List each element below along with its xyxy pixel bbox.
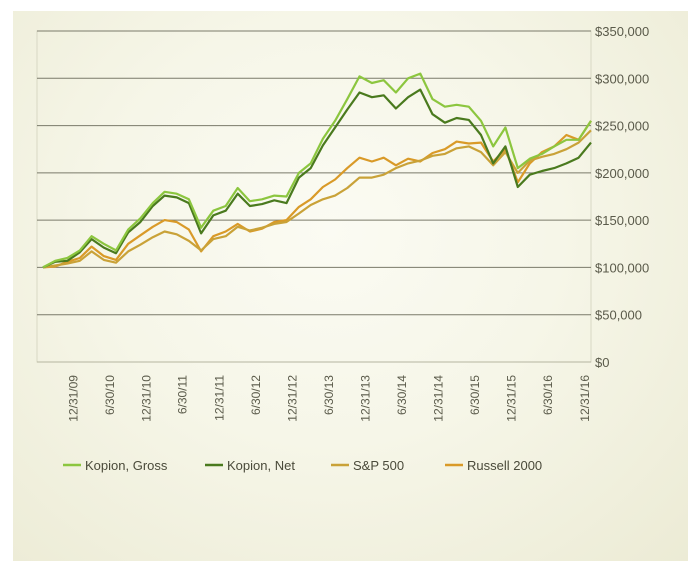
x-axis-ticks: 12/31/09 6/30/10 12/31/10 6/30/11 12/31/11 6/… <box>67 375 592 422</box>
legend-label: Russell 2000 <box>467 458 542 473</box>
chart-card: $0 $50,000 $100,000 $150,000 $200,000 $250,00… <box>13 11 688 561</box>
y-tick-label: $300,000 <box>595 71 649 86</box>
x-tick-label: 12/31/11 <box>213 375 227 421</box>
x-tick-label: 12/31/12 <box>286 375 300 422</box>
x-tick-label: 12/31/09 <box>67 375 81 422</box>
y-tick-label: $150,000 <box>595 213 649 228</box>
line-chart: $0 $50,000 $100,000 $150,000 $200,000 $250,00… <box>36 24 649 473</box>
series-line-s-p-500 <box>42 129 592 269</box>
x-tick-label: 12/31/14 <box>432 375 446 422</box>
legend-label: Kopion, Net <box>227 458 295 473</box>
x-tick-label: 12/31/13 <box>359 375 373 422</box>
y-tick-label: $200,000 <box>595 166 649 181</box>
series-line-russell-2000 <box>42 120 592 269</box>
x-tick-label: 6/30/12 <box>249 375 263 415</box>
y-tick-label: $100,000 <box>595 260 649 275</box>
gridlines <box>36 30 592 363</box>
y-tick-label: $250,000 <box>595 119 649 134</box>
x-tick-label: 6/30/10 <box>103 375 117 415</box>
y-tick-label: $0 <box>595 355 609 370</box>
y-tick-label: $350,000 <box>595 24 649 39</box>
x-tick-label: 12/31/10 <box>140 375 154 422</box>
legend: Kopion, Gross Kopion, Net S&P 500 Russell 2… <box>63 458 542 473</box>
legend-label: Kopion, Gross <box>85 458 168 473</box>
series-line-kopion-gross <box>42 72 592 269</box>
x-tick-label: 6/30/14 <box>395 375 409 415</box>
x-tick-label: 12/31/16 <box>578 375 592 422</box>
legend-label: S&P 500 <box>353 458 404 473</box>
series-line-kopion-net <box>42 88 592 269</box>
x-tick-label: 6/30/16 <box>541 375 555 415</box>
y-tick-label: $50,000 <box>595 308 642 323</box>
series-lines <box>42 72 592 269</box>
x-tick-label: 12/31/15 <box>505 375 519 422</box>
x-tick-label: 6/30/11 <box>176 375 190 414</box>
x-tick-label: 6/30/13 <box>322 375 336 415</box>
y-axis-ticks: $0 $50,000 $100,000 $150,000 $200,000 $250,00… <box>595 24 649 370</box>
x-tick-label: 6/30/15 <box>468 375 482 415</box>
